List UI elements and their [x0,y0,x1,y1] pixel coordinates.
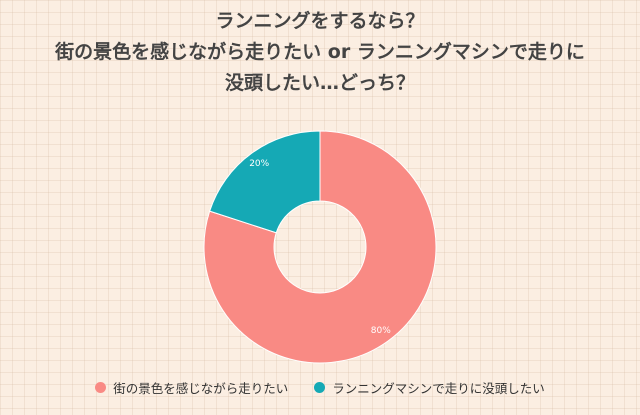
title-line-3: 没頭したい…どっち？ [224,72,415,94]
legend-swatch-treadmill [314,382,326,393]
legend-item-street-run[interactable]: 街の景色を感じながら走りたい [95,378,288,397]
slice-street-run[interactable] [203,130,437,364]
title-line-1: ランニングをするなら？ [215,10,425,32]
legend-swatch-street-run [95,382,107,393]
title-line-2: 街の景色を感じながら走りたい or ランニングマシンで走りに [55,41,585,63]
slice-label-street-run: 80% [371,326,391,336]
legend-label-treadmill: ランニングマシンで走りに没頭したい [332,381,545,396]
legend-item-treadmill[interactable]: ランニングマシンで走りに没頭したい [314,378,545,397]
slice-label-treadmill: 20% [249,159,269,169]
legend-label-street-run: 街の景色を感じながら走りたい [113,381,289,396]
legend: 街の景色を感じながら走りたい ランニングマシンで走りに没頭したい [0,378,640,397]
chart-title: ランニングをするなら？ 街の景色を感じながら走りたい or ランニングマシンで走… [0,6,640,99]
slice-treadmill[interactable] [209,130,321,234]
